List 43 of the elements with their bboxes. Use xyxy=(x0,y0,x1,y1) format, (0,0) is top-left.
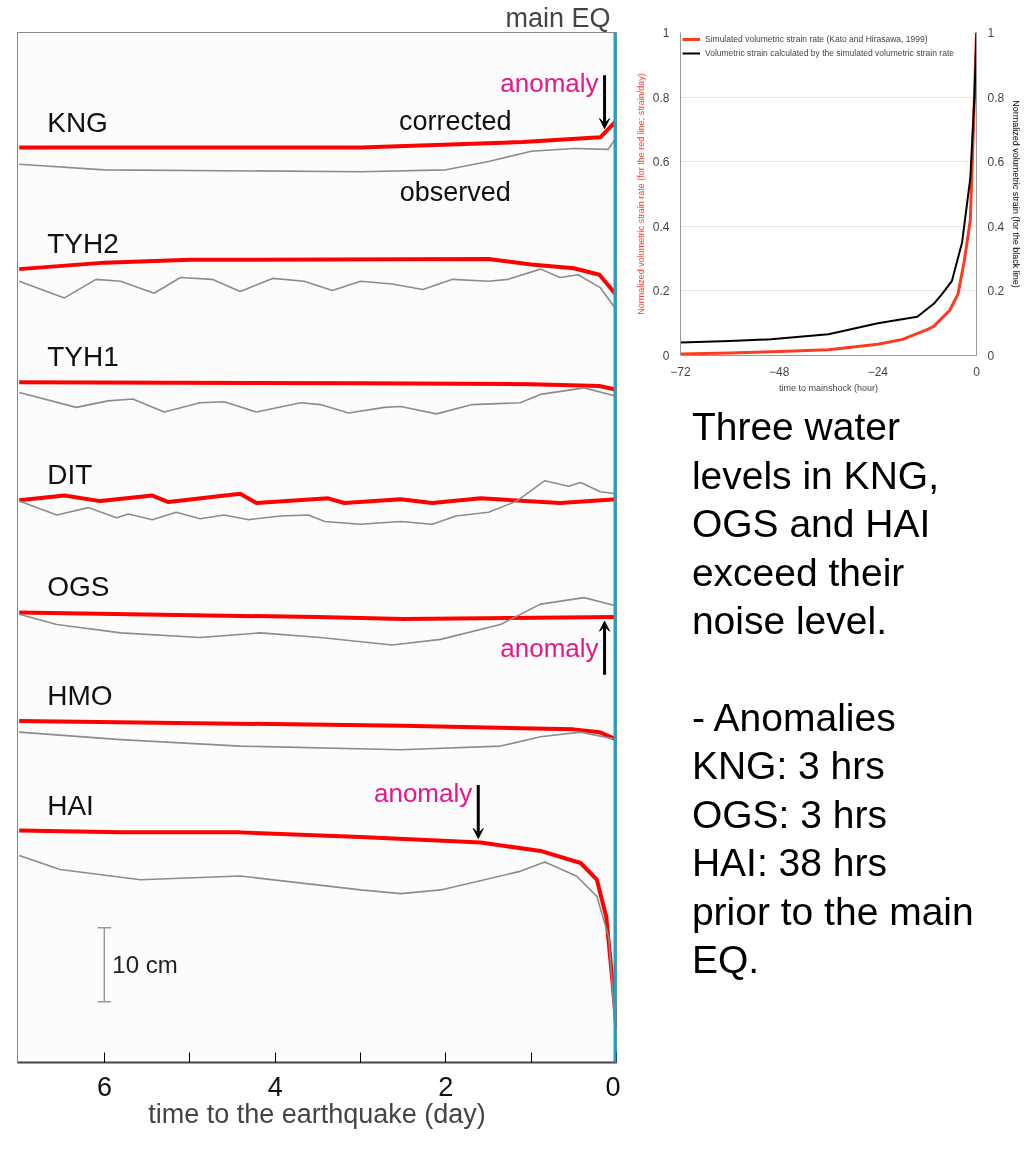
text: OGS: 3 hrs xyxy=(691,792,887,836)
x-tick-label: −72 xyxy=(670,364,691,379)
x-axis-title: time to mainshock (hour) xyxy=(778,382,879,393)
text: - Anomalies xyxy=(691,695,896,739)
text: prior to the main EQ. xyxy=(691,889,974,981)
y2-tick-label: 0.6 xyxy=(987,155,1005,170)
series-label: HAI xyxy=(47,789,94,821)
y2-tick-label: 0 xyxy=(987,349,995,363)
y-tick-label: 0 xyxy=(662,349,670,363)
x-tick-label: 0 xyxy=(605,1071,621,1102)
annotation: 10 cm xyxy=(112,951,178,979)
text: KNG: 3 hrs xyxy=(691,744,885,788)
y2-tick-label: 0.8 xyxy=(987,90,1005,105)
series-label: KNG xyxy=(47,106,108,138)
text: Three water levels in KNG, OGS and HAI exceed their noise level. xyxy=(691,405,939,643)
y-tick-label: 1 xyxy=(662,26,670,40)
x-tick-label: −24 xyxy=(867,364,889,379)
y2-tick-label: 1 xyxy=(987,26,995,40)
y-tick-label: 0.4 xyxy=(652,219,670,234)
x-tick-label: −48 xyxy=(768,364,790,379)
ref-line-label: main EQ xyxy=(505,2,611,33)
x-tick-label: 0 xyxy=(973,364,981,379)
text: HAI: 38 hrs xyxy=(691,841,887,885)
series-label: HMO xyxy=(47,680,113,712)
legend-label: Volumetric strain calculated by the simulated volumetric strain rate xyxy=(705,48,954,58)
series-label: TYH2 xyxy=(47,228,119,260)
legend-label: Simulated volumetric strain rate (Kato and Hirasawa, 1999) xyxy=(705,34,928,44)
annotation: corrected xyxy=(398,105,512,136)
y2-tick-label: 0.4 xyxy=(987,219,1005,234)
y-tick-label: 0.8 xyxy=(652,90,670,105)
y-axis-title: Normalized volumetric strain rate (for the red line; strain/day) xyxy=(635,73,646,315)
y-tick-label: 0.2 xyxy=(652,284,670,299)
series-label: OGS xyxy=(47,571,110,603)
series-label: TYH1 xyxy=(47,341,119,373)
annotation: anomaly xyxy=(373,778,473,809)
y2-axis-title: Normalized volumetric strain (for the black line) xyxy=(1011,100,1022,288)
annotation: observed xyxy=(399,176,511,207)
series-label: DIT xyxy=(47,459,93,491)
y-tick-label: 0.6 xyxy=(652,155,670,170)
annotation: anomaly xyxy=(500,632,599,663)
y2-tick-label: 0.2 xyxy=(987,284,1005,299)
annotation: anomaly xyxy=(500,68,599,99)
x-tick-label: 6 xyxy=(97,1071,113,1102)
